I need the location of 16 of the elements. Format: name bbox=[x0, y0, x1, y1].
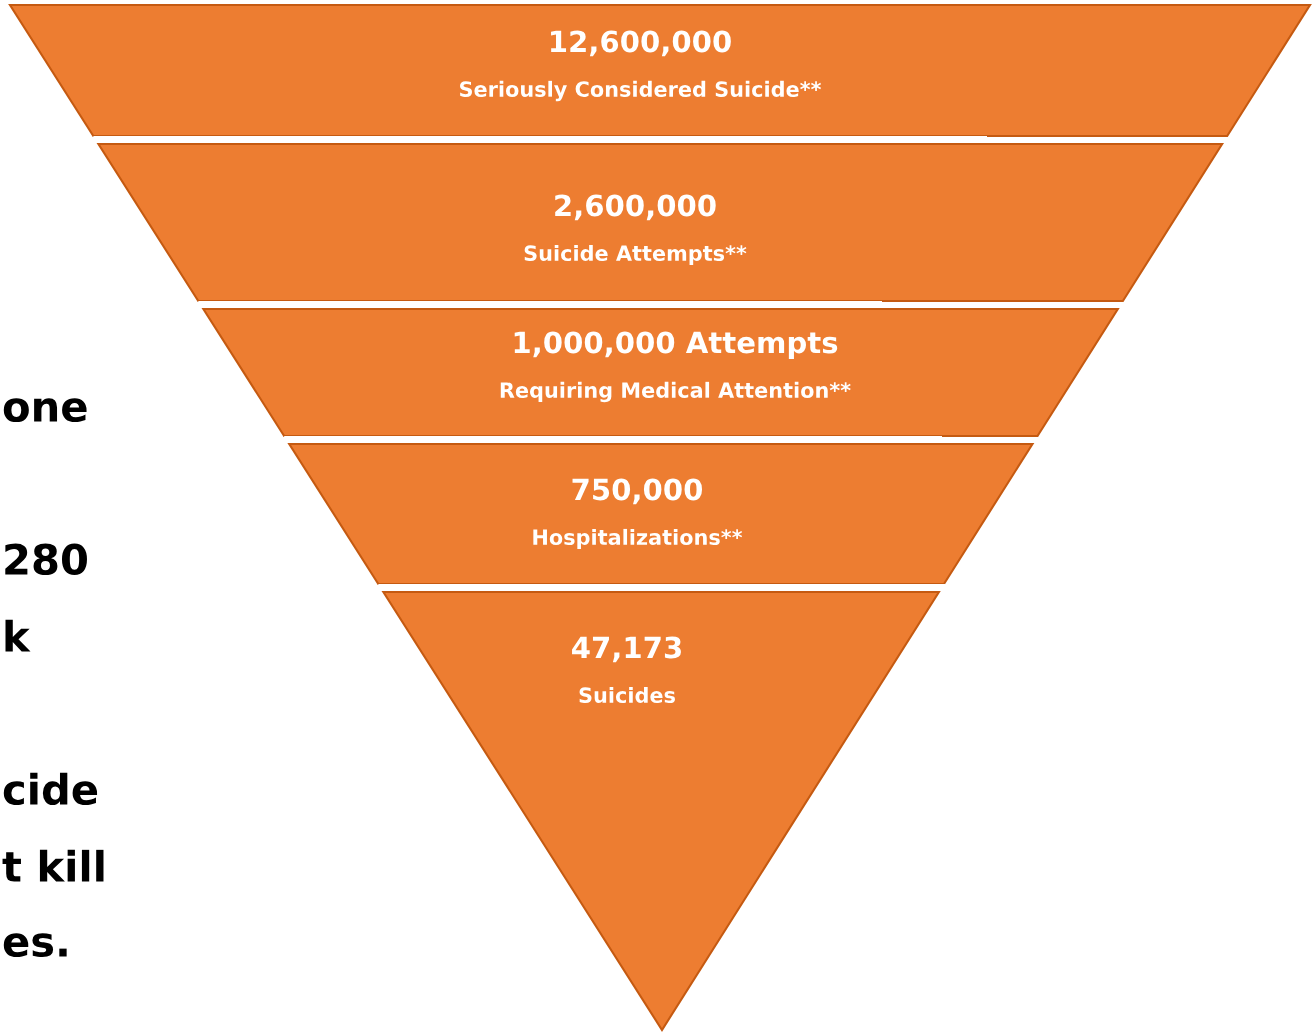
category-label: Requiring Medical Attention** bbox=[500, 381, 851, 403]
category-label: Seriously Considered Suicide** bbox=[460, 80, 822, 102]
text: cide bbox=[3, 772, 98, 806]
category-label: Suicide Attempts** bbox=[524, 244, 747, 266]
text: t kill bbox=[2, 849, 104, 882]
category-label: Suicides bbox=[579, 686, 675, 704]
text: k bbox=[5, 619, 31, 652]
data-label: 47,173 bbox=[572, 636, 681, 663]
data-label: 12,600,000 bbox=[551, 30, 731, 57]
data-label: 2,600,000 bbox=[555, 194, 716, 221]
text: es. bbox=[3, 933, 67, 958]
data-label: 1,000,000 Attempts bbox=[514, 331, 838, 360]
text: 280 bbox=[5, 543, 87, 576]
text: one bbox=[3, 398, 87, 423]
data-label: 750,000 bbox=[572, 478, 703, 505]
category-label: Hospitalizations** bbox=[533, 528, 743, 550]
